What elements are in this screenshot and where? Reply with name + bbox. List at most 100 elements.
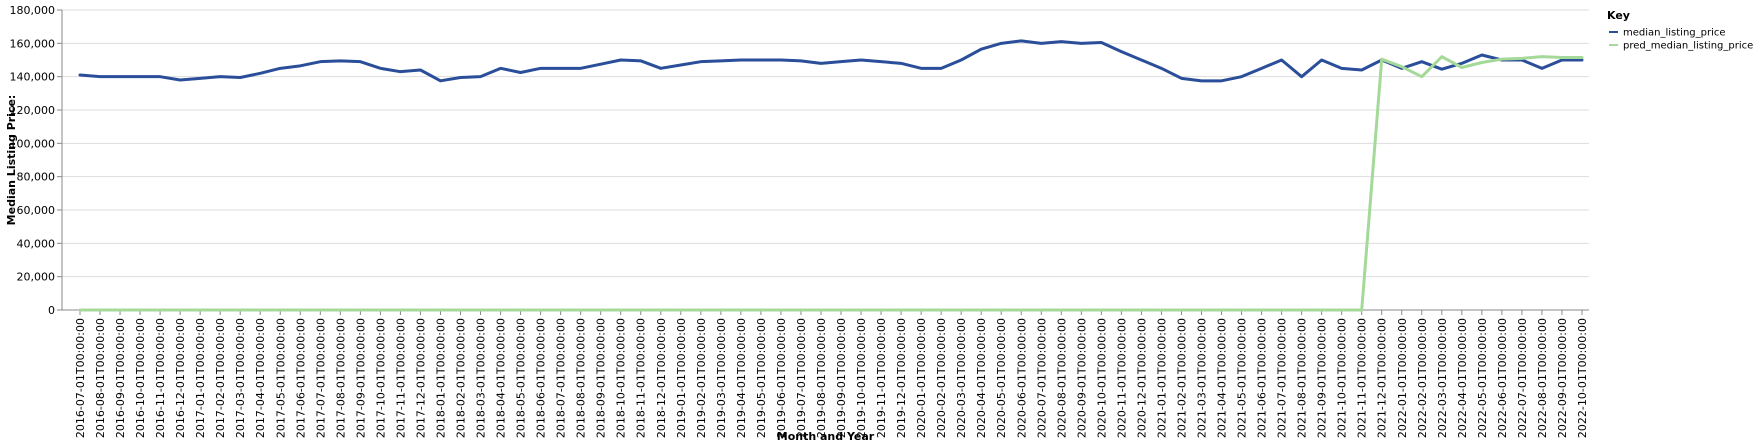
- x-tick-label: 2021-11-01T00:00:00: [1356, 318, 1369, 438]
- x-tick-label: 2021-05-01T00:00:00: [1236, 318, 1249, 438]
- x-tick-label: 2021-08-01T00:00:00: [1296, 318, 1309, 438]
- x-tick-label: 2018-07-01T00:00:00: [555, 318, 568, 438]
- legend-label: median_listing_price: [1623, 28, 1726, 39]
- x-tick-label: 2021-04-01T00:00:00: [1216, 318, 1229, 438]
- x-tick-label: 2020-08-01T00:00:00: [1055, 318, 1068, 438]
- x-tick-label: 2017-01-01T00:00:00: [194, 318, 207, 438]
- x-tick-label: 2020-02-01T00:00:00: [935, 318, 948, 438]
- x-tick-label: 2022-10-01T00:00:00: [1576, 318, 1589, 438]
- x-tick-label: 2017-04-01T00:00:00: [254, 318, 267, 438]
- y-tick-label: 120,000: [10, 104, 56, 117]
- y-tick-label: 0: [48, 304, 55, 317]
- x-tick-label: 2016-12-01T00:00:00: [174, 318, 187, 438]
- x-tick-label: 2020-09-01T00:00:00: [1075, 318, 1088, 438]
- x-tick-label: 2018-06-01T00:00:00: [535, 318, 548, 438]
- x-tick-label: 2017-12-01T00:00:00: [414, 318, 427, 438]
- x-tick-label: 2022-02-01T00:00:00: [1416, 318, 1429, 438]
- x-ticks: 2016-07-01T00:00:00 2016-08-01T00:00:00 20…: [74, 310, 1589, 438]
- x-tick-label: 2019-01-01T00:00:00: [675, 318, 688, 438]
- x-tick-label: 2021-01-01T00:00:00: [1155, 318, 1168, 438]
- x-tick-label: 2020-05-01T00:00:00: [995, 318, 1008, 438]
- series-line-pred_median_listing_price: [78, 55, 1584, 312]
- x-tick-label: 2016-09-01T00:00:00: [114, 318, 127, 438]
- legend-items: median_listing_price pred_median_listing_…: [1609, 28, 1753, 52]
- x-tick-label: 2021-12-01T00:00:00: [1376, 318, 1389, 438]
- x-tick-label: 2019-07-01T00:00:00: [795, 318, 808, 438]
- y-tick-label: 60,000: [17, 204, 56, 217]
- x-tick-label: 2019-05-01T00:00:00: [755, 318, 768, 438]
- x-tick-label: 2019-10-01T00:00:00: [855, 318, 868, 438]
- x-tick-label: 2016-08-01T00:00:00: [94, 318, 107, 438]
- x-tick-label: 2021-02-01T00:00:00: [1175, 318, 1188, 438]
- x-axis-title: Month and Year: [777, 430, 875, 443]
- legend-label: pred_median_listing_price: [1623, 41, 1753, 52]
- x-tick-label: 2017-07-01T00:00:00: [314, 318, 327, 438]
- x-tick-label: 2020-11-01T00:00:00: [1115, 318, 1128, 438]
- x-tick-label: 2019-03-01T00:00:00: [715, 318, 728, 438]
- x-tick-label: 2022-09-01T00:00:00: [1556, 318, 1569, 438]
- x-tick-label: 2017-05-01T00:00:00: [274, 318, 287, 438]
- x-tick-label: 2019-08-01T00:00:00: [815, 318, 828, 438]
- x-tick-label: 2022-08-01T00:00:00: [1536, 318, 1549, 438]
- y-tick-label: 40,000: [17, 237, 56, 250]
- x-tick-label: 2018-10-01T00:00:00: [615, 318, 628, 438]
- x-tick-label: 2020-03-01T00:00:00: [955, 318, 968, 438]
- y-tick-label: 180,000: [10, 4, 56, 17]
- y-tick-label: 160,000: [10, 37, 56, 50]
- x-tick-label: 2016-10-01T00:00:00: [134, 318, 147, 438]
- y-ticks: 0 20,000 40,000 60,000 80,000 100,000 120,000 1…: [10, 4, 62, 317]
- axes: [61, 10, 1589, 311]
- y-tick-label: 140,000: [10, 71, 56, 84]
- y-tick-label: 20,000: [17, 271, 56, 284]
- x-tick-label: 2017-03-01T00:00:00: [234, 318, 247, 438]
- x-tick-label: 2019-11-01T00:00:00: [875, 318, 888, 438]
- x-tick-label: 2020-12-01T00:00:00: [1135, 318, 1148, 438]
- x-tick-label: 2022-01-01T00:00:00: [1396, 318, 1409, 438]
- x-tick-label: 2022-04-01T00:00:00: [1456, 318, 1469, 438]
- x-tick-label: 2019-06-01T00:00:00: [775, 318, 788, 438]
- x-tick-label: 2022-03-01T00:00:00: [1436, 318, 1449, 438]
- grid-lines: [62, 9, 1589, 311]
- x-tick-label: 2017-06-01T00:00:00: [294, 318, 307, 438]
- x-tick-label: 2021-07-01T00:00:00: [1276, 318, 1289, 438]
- x-tick-label: 2018-09-01T00:00:00: [595, 318, 608, 438]
- y-tick-label: 100,000: [10, 137, 56, 150]
- x-tick-label: 2017-09-01T00:00:00: [354, 318, 367, 438]
- x-tick-label: 2018-08-01T00:00:00: [575, 318, 588, 438]
- x-tick-label: 2016-07-01T00:00:00: [74, 318, 87, 438]
- x-tick-label: 2020-10-01T00:00:00: [1095, 318, 1108, 438]
- x-tick-label: 2021-09-01T00:00:00: [1316, 318, 1329, 438]
- x-tick-label: 2022-05-01T00:00:00: [1476, 318, 1489, 438]
- x-tick-label: 2020-04-01T00:00:00: [975, 318, 988, 438]
- legend: Key median_listing_price pred_median_list…: [1607, 9, 1753, 52]
- x-tick-label: 2021-06-01T00:00:00: [1256, 318, 1269, 438]
- x-tick-label: 2018-01-01T00:00:00: [434, 318, 447, 438]
- x-tick-label: 2022-07-01T00:00:00: [1516, 318, 1529, 438]
- x-tick-label: 2018-03-01T00:00:00: [475, 318, 488, 438]
- x-tick-label: 2018-05-01T00:00:00: [515, 318, 528, 438]
- x-tick-label: 2020-01-01T00:00:00: [915, 318, 928, 438]
- x-tick-label: 2017-08-01T00:00:00: [334, 318, 347, 438]
- x-tick-label: 2021-10-01T00:00:00: [1336, 318, 1349, 438]
- x-tick-label: 2022-06-01T00:00:00: [1496, 318, 1509, 438]
- series-lines: [78, 39, 1584, 312]
- x-tick-label: 2020-07-01T00:00:00: [1035, 318, 1048, 438]
- x-tick-label: 2017-10-01T00:00:00: [374, 318, 387, 438]
- x-tick-label: 2018-12-01T00:00:00: [655, 318, 668, 438]
- x-tick-label: 2019-12-01T00:00:00: [895, 318, 908, 438]
- x-tick-label: 2016-11-01T00:00:00: [154, 318, 167, 438]
- y-tick-label: 80,000: [17, 171, 56, 184]
- series-line-median_listing_price: [78, 39, 1584, 83]
- legend-title: Key: [1607, 9, 1630, 22]
- x-tick-label: 2019-04-01T00:00:00: [735, 318, 748, 438]
- x-tick-label: 2018-11-01T00:00:00: [635, 318, 648, 438]
- x-tick-label: 2019-02-01T00:00:00: [695, 318, 708, 438]
- y-axis-title: Median Listing Price:: [5, 95, 18, 226]
- x-tick-label: 2020-06-01T00:00:00: [1015, 318, 1028, 438]
- x-tick-label: 2019-09-01T00:00:00: [835, 318, 848, 438]
- x-tick-label: 2018-04-01T00:00:00: [495, 318, 508, 438]
- x-tick-label: 2017-11-01T00:00:00: [394, 318, 407, 438]
- x-tick-label: 2021-03-01T00:00:00: [1195, 318, 1208, 438]
- x-tick-label: 2017-02-01T00:00:00: [214, 318, 227, 438]
